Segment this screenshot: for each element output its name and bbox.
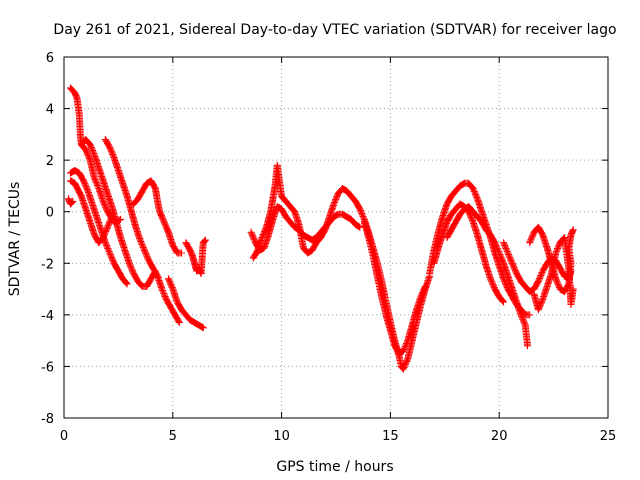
y-tick-label: -2 — [41, 257, 54, 272]
y-axis-ticks: -8 -6 -4 -2 0 2 4 6 — [41, 51, 608, 427]
data-series-track-l — [360, 218, 429, 357]
y-tick-label: 4 — [46, 103, 54, 118]
x-axis-ticks: 0 5 10 15 20 25 — [60, 57, 616, 444]
plot-frame — [63, 56, 609, 419]
data-series-track-b — [67, 84, 159, 290]
data-series-track-i — [182, 236, 209, 278]
x-tick-label: 15 — [382, 429, 399, 444]
data-series-track-d — [67, 177, 116, 247]
x-tick-label: 25 — [600, 429, 617, 444]
x-tick-label: 0 — [60, 429, 68, 444]
data-series-track-j — [247, 203, 364, 254]
data-series-track-e — [77, 141, 125, 226]
data-series-track-g — [130, 177, 185, 257]
y-tick-label: -6 — [41, 360, 54, 375]
data-series-track-a — [64, 195, 77, 208]
data-points — [64, 84, 577, 373]
y-tick-label: 6 — [46, 51, 54, 66]
y-tick-label: 0 — [46, 206, 54, 221]
x-tick-label: 10 — [273, 429, 290, 444]
y-tick-label: 2 — [46, 154, 54, 169]
data-series-track-r — [530, 234, 577, 314]
data-series-track-c — [67, 167, 131, 288]
x-tick-label: 5 — [169, 429, 177, 444]
data-series-track-f — [101, 136, 183, 327]
data-series-track-o — [443, 203, 531, 350]
x-tick-label: 20 — [491, 429, 508, 444]
x-axis-label: GPS time / hours — [276, 459, 393, 475]
y-tick-label: -8 — [41, 412, 54, 427]
chart-title: Day 261 of 2021, Sidereal Day-to-day VTE… — [53, 22, 616, 38]
y-axis-label: SDTVAR / TECUs — [7, 182, 23, 297]
data-series-track-h — [164, 275, 207, 332]
grid-lines — [64, 57, 608, 418]
y-tick-label: -4 — [41, 309, 54, 324]
